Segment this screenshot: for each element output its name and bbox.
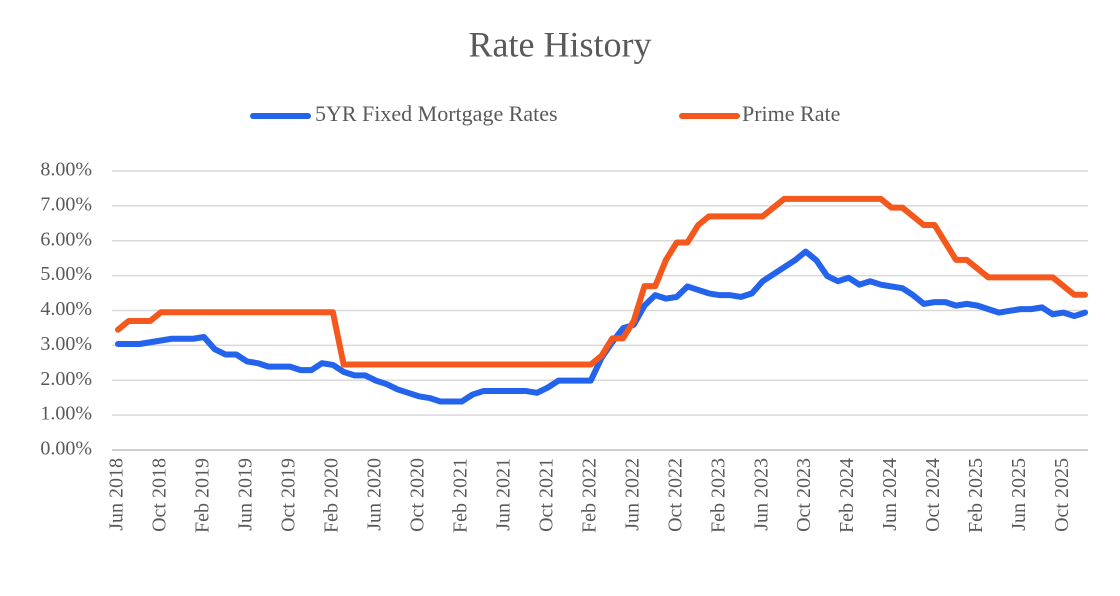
x-tick-label: Jun 2019 <box>235 458 257 531</box>
legend-label: 5YR Fixed Mortgage Rates <box>315 101 558 126</box>
x-tick-label: Oct 2018 <box>149 458 171 532</box>
y-tick-label: 7.00% <box>40 193 92 215</box>
x-tick-label: Jun 2018 <box>106 458 128 531</box>
x-tick-label: Oct 2021 <box>535 458 557 532</box>
y-tick-label: 5.00% <box>40 263 92 285</box>
series-line <box>115 248 1088 405</box>
legend-label: Prime Rate <box>742 101 840 126</box>
y-tick-label: 0.00% <box>40 438 92 460</box>
x-tick-label: Oct 2023 <box>793 458 815 532</box>
x-tick-label: Oct 2025 <box>1051 458 1073 532</box>
y-tick-label: 8.00% <box>40 159 92 181</box>
x-tick-label: Oct 2022 <box>664 458 686 532</box>
x-tick-label: Oct 2019 <box>278 458 300 532</box>
x-tick-label: Feb 2024 <box>836 458 858 533</box>
x-tick-label: Jun 2022 <box>621 458 643 531</box>
x-tick-label: Feb 2020 <box>320 458 342 533</box>
series-line <box>115 195 1088 368</box>
y-tick-label: 1.00% <box>40 403 92 425</box>
x-tick-label: Oct 2020 <box>406 458 428 532</box>
x-tick-label: Jun 2023 <box>750 458 772 531</box>
x-tick-label: Feb 2025 <box>965 458 987 533</box>
x-tick-label: Jun 2020 <box>363 458 385 531</box>
y-tick-label: 4.00% <box>40 298 92 320</box>
x-tick-label: Feb 2021 <box>449 458 471 533</box>
y-tick-label: 2.00% <box>40 368 92 390</box>
x-tick-label: Feb 2019 <box>192 458 214 533</box>
x-tick-label: Oct 2024 <box>922 458 944 532</box>
chart-title: Rate History <box>469 24 652 64</box>
x-tick-label: Jun 2024 <box>879 458 901 531</box>
x-tick-label: Jun 2025 <box>1008 458 1030 531</box>
x-tick-label: Feb 2023 <box>707 458 729 533</box>
x-tick-label: Jun 2021 <box>492 458 514 531</box>
y-tick-label: 6.00% <box>40 228 92 250</box>
y-tick-label: 3.00% <box>40 333 92 355</box>
x-tick-label: Feb 2022 <box>578 458 600 533</box>
